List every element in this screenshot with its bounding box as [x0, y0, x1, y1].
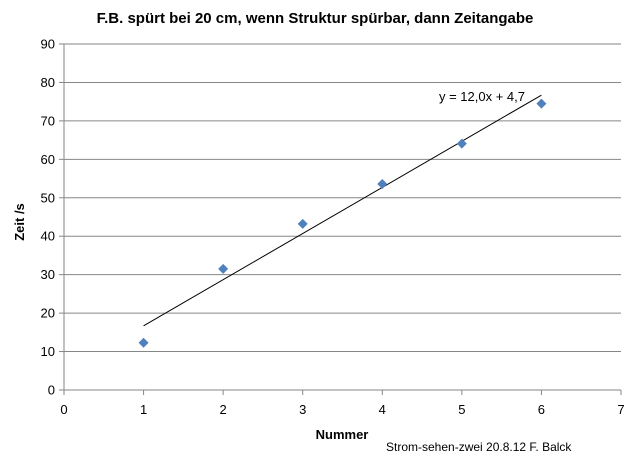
trendline: [143, 94, 542, 327]
data-point-5: [456, 138, 467, 149]
y-tick-label-80: 80: [41, 75, 55, 90]
y-tick-label-0: 0: [48, 383, 55, 398]
y-tick-label-10: 10: [41, 344, 55, 359]
x-tick-label-6: 6: [538, 402, 545, 417]
y-axis-title: Zeit /s: [12, 203, 27, 241]
y-tick-label-40: 40: [41, 229, 55, 244]
data-point-2: [218, 263, 229, 274]
x-axis-title: Nummer: [316, 427, 369, 442]
y-tick-label-90: 90: [41, 37, 55, 52]
y-tick-labels: 0 10 20 30 40 50 60 70 80 90: [41, 37, 55, 398]
axes: [59, 43, 622, 395]
y-tick-label-20: 20: [41, 306, 55, 321]
trendline-equation: y = 12,0x + 4,7: [439, 89, 525, 104]
credit-note: Strom-sehen-zwei 20.8.12 F. Balck: [386, 440, 572, 454]
chart-title: F.B. spürt bei 20 cm, wenn Struktur spür…: [97, 10, 534, 27]
data-point-6: [536, 98, 547, 109]
y-tick-label-60: 60: [41, 152, 55, 167]
x-tick-label-5: 5: [458, 402, 465, 417]
x-tick-label-2: 2: [220, 402, 227, 417]
data-points: [138, 98, 547, 348]
y-tick-label-50: 50: [41, 190, 55, 205]
x-tick-labels: 0 1 2 3 4 5 6 7: [60, 402, 624, 417]
data-point-4: [377, 178, 388, 189]
x-tick-label-0: 0: [60, 402, 67, 417]
x-tick-label-4: 4: [379, 402, 386, 417]
x-tick-label-3: 3: [299, 402, 306, 417]
data-point-1: [138, 337, 149, 348]
x-tick-label-7: 7: [617, 402, 624, 417]
y-tick-label-70: 70: [41, 113, 55, 128]
x-tick-label-1: 1: [140, 402, 147, 417]
data-point-3: [297, 218, 308, 229]
gridlines: [64, 43, 621, 353]
y-tick-label-30: 30: [41, 267, 55, 282]
